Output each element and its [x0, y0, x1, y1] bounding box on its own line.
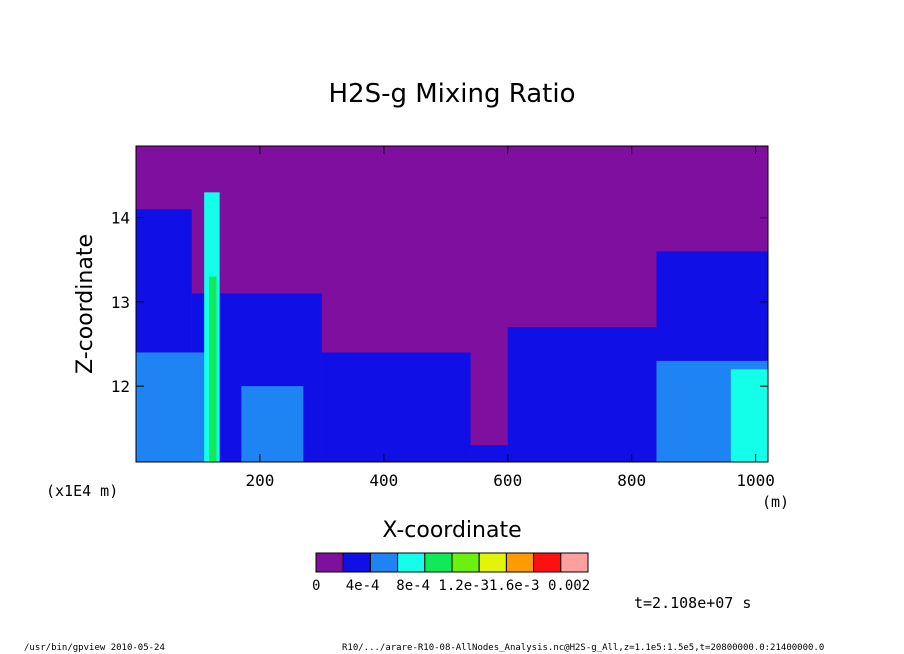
field-region-11	[209, 276, 217, 462]
colorbar-swatch	[451, 552, 480, 573]
x-tick-label: 200	[245, 471, 274, 490]
y-tick-label: 13	[111, 293, 130, 312]
x-tick-label: 400	[369, 471, 398, 490]
footer-left: /usr/bin/gpview 2010-05-24	[24, 643, 165, 653]
colorbar-swatch	[424, 552, 453, 573]
colorbar-legend	[315, 552, 589, 573]
colorbar-swatch	[560, 552, 589, 573]
field-region-7	[241, 386, 304, 462]
colorbar-swatch	[369, 552, 399, 573]
plot-area	[136, 146, 768, 462]
chart-title: H2S-g Mixing Ratio	[328, 79, 575, 109]
field-region-4	[507, 327, 657, 462]
x-unit-label: (m)	[762, 493, 789, 511]
y-axis-label: Z-coordinate	[73, 234, 98, 374]
colorbar-swatch	[505, 552, 535, 573]
field-region-3	[470, 445, 508, 462]
field-region-2	[321, 352, 471, 462]
y-tick-label: 14	[111, 209, 130, 228]
footer-right: R10/.../arare-R10-08-AllNodes_Analysis.n…	[342, 643, 824, 653]
colorbar-swatch	[533, 552, 562, 573]
x-tick-label: 800	[617, 471, 646, 490]
colorbar-swatch	[315, 552, 344, 573]
field-region-6	[136, 352, 211, 462]
time-label: t=2.108e+07 s	[634, 594, 751, 612]
colorbar-swatch	[478, 552, 507, 573]
y-tick-label: 12	[111, 377, 130, 396]
colorbar-swatch	[342, 552, 371, 573]
colorbar-swatch	[397, 552, 426, 573]
x-axis-label: X-coordinate	[382, 518, 521, 543]
x-tick-label: 600	[493, 471, 522, 490]
y-unit-label: (x1E4 m)	[46, 482, 118, 500]
x-axis: 200 400 600 800 1000	[245, 146, 775, 490]
plot-frame	[135, 145, 769, 463]
field-region-10	[730, 369, 768, 462]
colorbar-labels: 0 4e-4 8e-4 1.2e-31.6e-3 0.002	[312, 578, 590, 594]
y-axis: 12 13 14	[111, 209, 768, 396]
x-tick-label: 1000	[736, 471, 775, 490]
